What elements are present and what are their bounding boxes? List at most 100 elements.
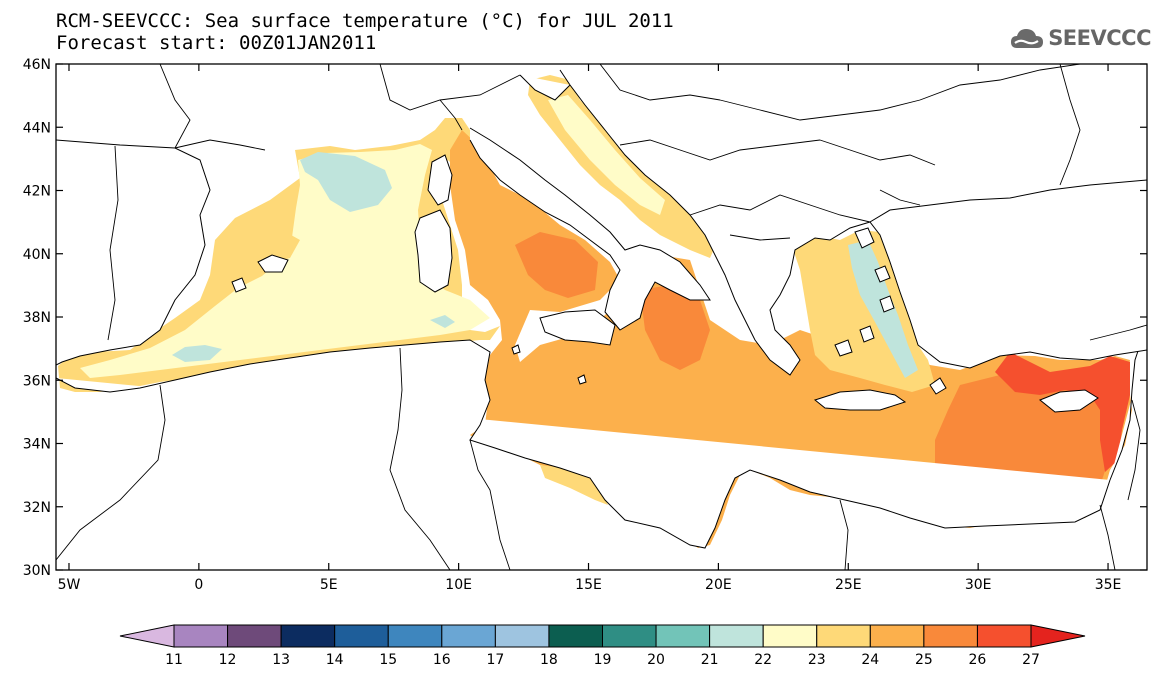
levantine-hot-core: [995, 352, 1130, 472]
sicily-island: [539, 309, 616, 346]
gulf-of-lion-cool: [300, 152, 392, 212]
y-tick-label: 44N: [23, 120, 51, 136]
anatolia-coast: [869, 179, 1147, 369]
country-borders: [56, 64, 1147, 570]
y-tick-label: 46N: [23, 57, 51, 73]
colorbar-swatch: [976, 624, 1032, 648]
sirte-gulf-lighter: [540, 465, 608, 505]
colorbar-label: 23: [808, 652, 826, 668]
malta-island: [577, 374, 587, 385]
colorbar-swatch: [441, 624, 496, 648]
border-tunisia-libya: [469, 439, 511, 570]
north-africa-west-coast: [56, 339, 1111, 549]
ionian-warmer: [640, 285, 710, 370]
sardinia-island: [414, 209, 453, 293]
x-tick-label: 10E: [445, 577, 472, 593]
x-tick-label: 25E: [835, 577, 862, 593]
y-tick-label: 34N: [23, 437, 51, 453]
border-france-spain: [174, 139, 266, 151]
crete-island: [813, 389, 907, 411]
corsica-island: [427, 154, 453, 206]
land-masses: [56, 69, 1147, 549]
x-tick-label: 20E: [705, 577, 732, 593]
map-title: RCM-SEEVCCC: Sea surface temperature (°C…: [56, 10, 674, 32]
border-east-1: [919, 64, 1081, 101]
colorbar-swatch: [816, 624, 871, 648]
colorbar-label: 18: [540, 652, 558, 668]
mallorca-island: [257, 254, 289, 273]
border-bulgaria-romania: [819, 139, 936, 166]
x-tick-label: 5E: [320, 577, 338, 593]
tyrrhenian-warmer: [515, 232, 598, 298]
aegean-island-4: [834, 339, 853, 357]
iberia-coast: [56, 139, 211, 366]
y-tick-label: 38N: [23, 310, 51, 326]
border-france-inland: [159, 64, 191, 149]
border-france-italy: [439, 99, 463, 131]
ibiza-island: [231, 277, 247, 293]
alboran-cool-patch: [172, 345, 222, 362]
colorbar-label: 19: [594, 652, 612, 668]
colorbar-swatch: [334, 624, 389, 648]
colorbar-swatch: [280, 624, 336, 648]
colorbar-swatch: [709, 624, 764, 648]
colorbar-label: 25: [915, 652, 933, 668]
seevccc-logo: SEEVCCC: [1010, 26, 1151, 50]
border-egypt-israel: [1099, 504, 1116, 570]
colorbar-label: 14: [326, 652, 344, 668]
border-balkans-3: [689, 194, 871, 223]
colorbar-swatch: [548, 624, 603, 648]
y-tick-label: 32N: [23, 500, 51, 516]
y-tick-label: 42N: [23, 184, 51, 200]
italy-northeast: [519, 74, 571, 101]
colorbar-swatch: [173, 624, 229, 648]
border-algeria-tunisia: [389, 347, 451, 570]
border-turkey-syria: [1089, 324, 1147, 341]
colorbar-swatch: [655, 624, 711, 648]
x-tick-label: 35E: [1095, 577, 1122, 593]
colorbar-swatch: [762, 624, 818, 648]
border-balkans-2: [619, 139, 821, 161]
colorbar-label: 22: [754, 652, 772, 668]
balearic-warm-patch: [235, 226, 300, 266]
x-tick-label: 30E: [965, 577, 992, 593]
colorbar-label: 16: [433, 652, 451, 668]
colorbar-label: 11: [165, 652, 183, 668]
colorbar-label: 21: [701, 652, 719, 668]
colorbar-label: 26: [969, 652, 987, 668]
greece-coast: [559, 69, 871, 376]
border-danube: [719, 99, 921, 121]
aegean-island-2: [874, 265, 891, 283]
colorbar-label: 13: [272, 652, 290, 668]
colorbar-swatch: [869, 624, 925, 648]
border-levant: [1127, 399, 1141, 501]
colorbar-swatch: [602, 624, 657, 648]
cyprus-island: [1039, 389, 1099, 413]
adriatic-core: [548, 95, 665, 215]
border-balkans-1: [599, 64, 721, 101]
colorbar-swatch: [923, 624, 978, 648]
x-tick-label: 5W: [58, 577, 81, 593]
colorbar-label: 12: [219, 652, 237, 668]
colorbar-label: 17: [486, 652, 504, 668]
border-spain-portugal: [107, 145, 119, 341]
border-libya-egypt: [839, 499, 849, 570]
colorbar-swatch: [227, 624, 282, 648]
colorbar-label: 24: [861, 652, 879, 668]
aegean-island-3: [859, 325, 875, 343]
border-greece-north: [729, 234, 791, 241]
x-tick-label: 15E: [575, 577, 602, 593]
forecast-start-subtitle: Forecast start: 00Z01JAN2011: [56, 32, 377, 54]
y-tick-label: 30N: [23, 563, 51, 579]
colorbar-label: 15: [379, 652, 397, 668]
colorbar-low-arrow: [119, 624, 175, 648]
colorbar-swatch: [494, 624, 550, 648]
sardinia-channel-cool: [430, 315, 455, 328]
border-morocco-algeria: [56, 384, 166, 561]
cloud-icon: [1011, 29, 1044, 48]
border-turkey-west: [879, 189, 921, 206]
logo-text: SEEVCCC: [1048, 26, 1151, 50]
aegean-island-1: [854, 227, 875, 249]
y-tick-label: 40N: [23, 247, 51, 263]
